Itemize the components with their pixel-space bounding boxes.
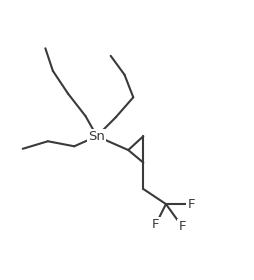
Text: F: F [187,198,195,211]
Text: F: F [152,218,160,231]
Text: F: F [179,220,186,233]
Text: Sn: Sn [88,130,105,143]
